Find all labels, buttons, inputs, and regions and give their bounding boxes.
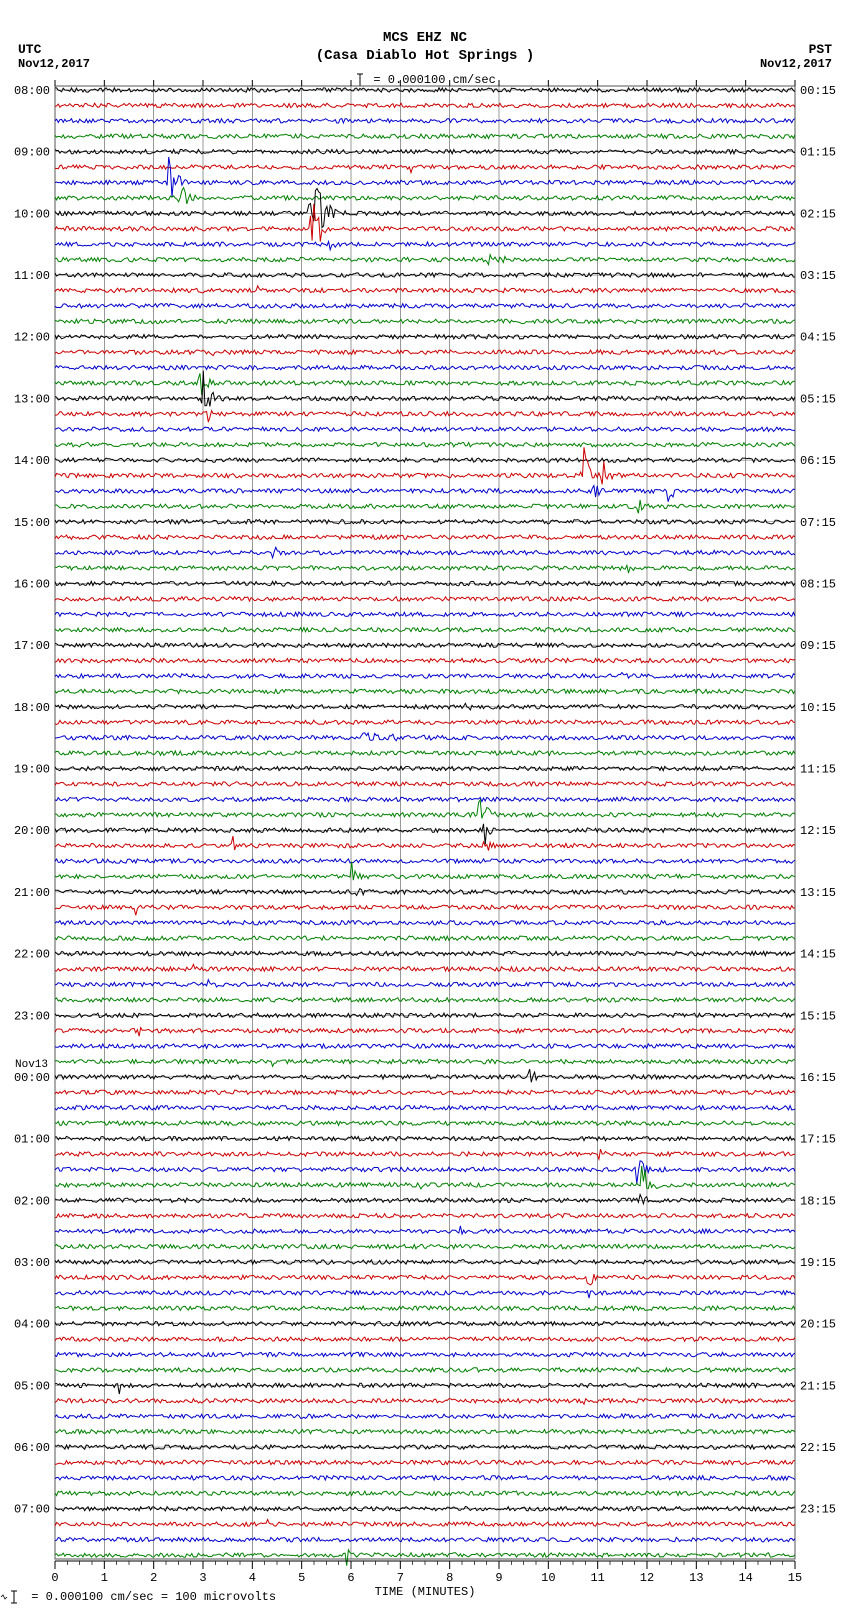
- svg-text:23:15: 23:15: [800, 1503, 836, 1517]
- svg-text:05:15: 05:15: [800, 392, 836, 406]
- svg-text:13: 13: [689, 1571, 703, 1585]
- svg-text:3: 3: [199, 1571, 206, 1585]
- svg-text:17:15: 17:15: [800, 1133, 836, 1147]
- svg-text:20:00: 20:00: [14, 824, 50, 838]
- svg-text:03:15: 03:15: [800, 269, 836, 283]
- svg-text:14:15: 14:15: [800, 948, 836, 962]
- svg-text:4: 4: [249, 1571, 256, 1585]
- svg-text:13:00: 13:00: [14, 392, 50, 406]
- svg-text:12:00: 12:00: [14, 331, 50, 345]
- svg-text:10: 10: [541, 1571, 555, 1585]
- svg-text:7: 7: [397, 1571, 404, 1585]
- footer-scale: = 0.000100 cm/sec = 100 microvolts: [0, 1589, 276, 1605]
- svg-text:21:15: 21:15: [800, 1379, 836, 1393]
- svg-text:09:00: 09:00: [14, 146, 50, 160]
- svg-text:10:00: 10:00: [14, 207, 50, 221]
- svg-text:19:00: 19:00: [14, 763, 50, 777]
- svg-text:1: 1: [101, 1571, 108, 1585]
- svg-text:11:00: 11:00: [14, 269, 50, 283]
- svg-text:02:00: 02:00: [14, 1194, 50, 1208]
- svg-text:10:15: 10:15: [800, 701, 836, 715]
- svg-text:TIME (MINUTES): TIME (MINUTES): [375, 1585, 476, 1599]
- svg-text:04:00: 04:00: [14, 1318, 50, 1332]
- svg-text:9: 9: [495, 1571, 502, 1585]
- svg-text:21:00: 21:00: [14, 886, 50, 900]
- svg-text:16:00: 16:00: [14, 577, 50, 591]
- svg-text:15:00: 15:00: [14, 516, 50, 530]
- seismogram-container: MCS EHZ NC (Casa Diablo Hot Springs ) = …: [0, 0, 850, 1613]
- svg-text:06:15: 06:15: [800, 454, 836, 468]
- svg-text:15: 15: [788, 1571, 802, 1585]
- svg-text:6: 6: [347, 1571, 354, 1585]
- svg-text:06:00: 06:00: [14, 1441, 50, 1455]
- svg-text:12:15: 12:15: [800, 824, 836, 838]
- svg-text:18:15: 18:15: [800, 1194, 836, 1208]
- svg-text:20:15: 20:15: [800, 1318, 836, 1332]
- svg-text:00:00: 00:00: [14, 1071, 50, 1085]
- svg-text:18:00: 18:00: [14, 701, 50, 715]
- svg-text:08:00: 08:00: [14, 84, 50, 98]
- svg-text:00:15: 00:15: [800, 84, 836, 98]
- svg-text:11:15: 11:15: [800, 763, 836, 777]
- svg-text:01:15: 01:15: [800, 146, 836, 160]
- svg-text:02:15: 02:15: [800, 207, 836, 221]
- svg-text:8: 8: [446, 1571, 453, 1585]
- svg-text:19:15: 19:15: [800, 1256, 836, 1270]
- svg-text:15:15: 15:15: [800, 1009, 836, 1023]
- svg-text:04:15: 04:15: [800, 331, 836, 345]
- svg-text:03:00: 03:00: [14, 1256, 50, 1270]
- svg-text:07:15: 07:15: [800, 516, 836, 530]
- svg-text:0: 0: [51, 1571, 58, 1585]
- svg-text:01:00: 01:00: [14, 1133, 50, 1147]
- svg-text:09:15: 09:15: [800, 639, 836, 653]
- svg-text:14:00: 14:00: [14, 454, 50, 468]
- svg-text:11: 11: [590, 1571, 604, 1585]
- seismogram-plot: 08:00 09:00 10:00 11:00 12:00 13:00 14:00 15:00…: [0, 0, 850, 1613]
- svg-text:2: 2: [150, 1571, 157, 1585]
- svg-text:22:15: 22:15: [800, 1441, 836, 1455]
- svg-text:5: 5: [298, 1571, 305, 1585]
- svg-text:07:00: 07:00: [14, 1503, 50, 1517]
- svg-text:Nov13: Nov13: [15, 1059, 48, 1071]
- svg-text:08:15: 08:15: [800, 577, 836, 591]
- svg-text:23:00: 23:00: [14, 1009, 50, 1023]
- svg-text:16:15: 16:15: [800, 1071, 836, 1085]
- svg-text:12: 12: [640, 1571, 654, 1585]
- svg-text:17:00: 17:00: [14, 639, 50, 653]
- svg-text:05:00: 05:00: [14, 1379, 50, 1393]
- svg-text:14: 14: [738, 1571, 752, 1585]
- svg-text:22:00: 22:00: [14, 948, 50, 962]
- svg-text:13:15: 13:15: [800, 886, 836, 900]
